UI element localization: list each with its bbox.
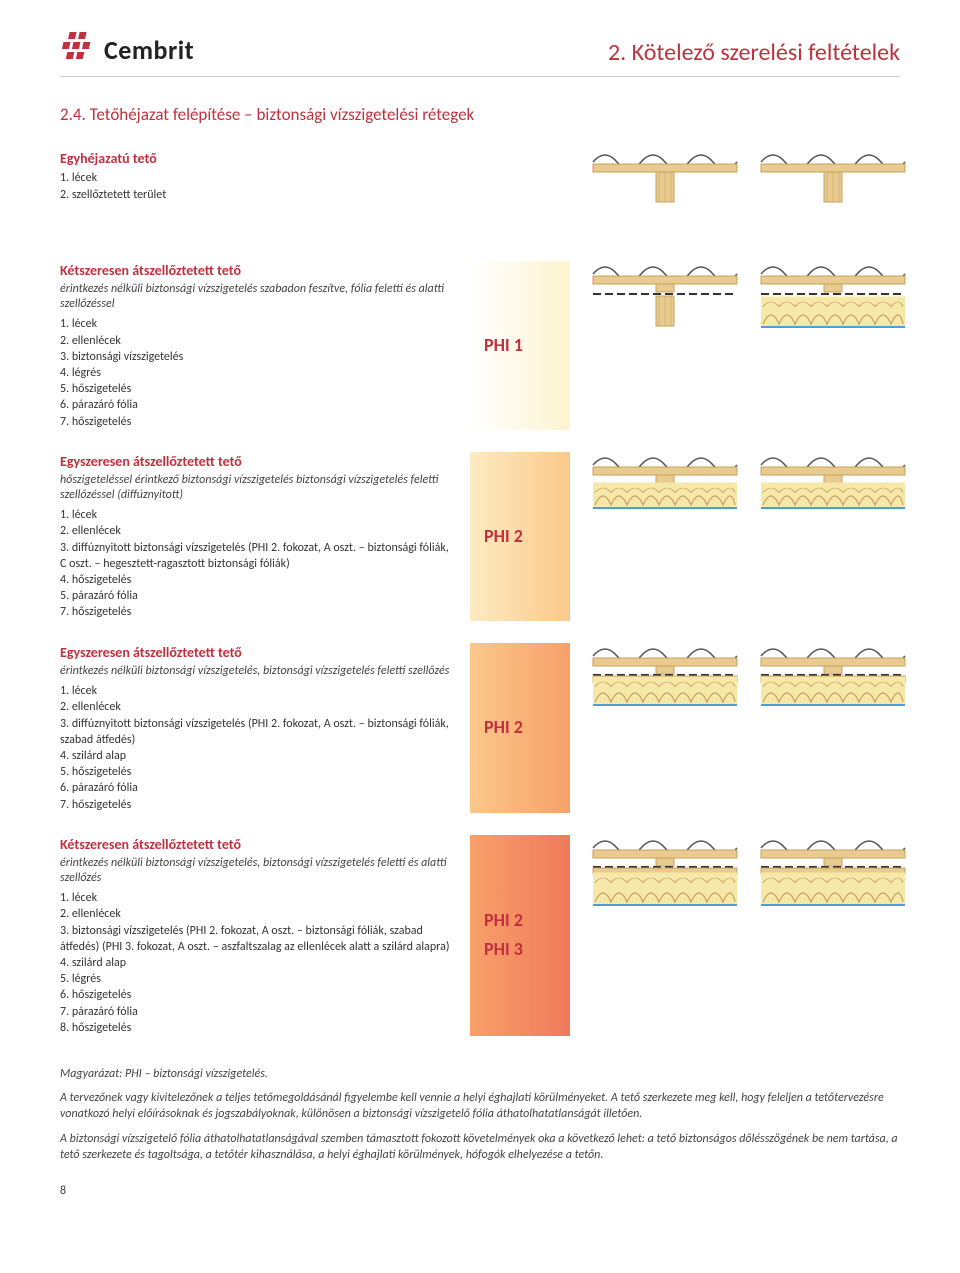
page-number: 8 bbox=[60, 1183, 900, 1200]
list-item: 1. lécek bbox=[60, 890, 450, 906]
roof-diagram-icon bbox=[758, 835, 908, 925]
block-intro: érintkezés nélküli biztonsági vízszigete… bbox=[60, 282, 450, 312]
list-item: 4. szilárd alap bbox=[60, 748, 450, 764]
list-item: 5. párazáró fólia bbox=[60, 588, 450, 604]
roof-diagram-icon bbox=[590, 452, 740, 542]
footnote-line: Magyarázat: PHI – biztonsági vízszigetel… bbox=[60, 1066, 900, 1082]
block-heading: Kétszeresen átszellőztetett tető bbox=[60, 835, 450, 855]
diagram-column bbox=[590, 643, 908, 813]
list-item: 4. szilárd alap bbox=[60, 955, 450, 971]
footnotes: Magyarázat: PHI – biztonsági vízszigetel… bbox=[60, 1066, 900, 1163]
phi-label: PHI 2 bbox=[484, 524, 556, 549]
list-item: 1. lécek bbox=[60, 316, 450, 332]
list-item: 3. diffúznyitott biztonsági vízszigetelé… bbox=[60, 540, 450, 572]
diagram-column bbox=[590, 452, 908, 621]
roof-diagram-icon bbox=[758, 643, 908, 733]
phi-column: PHI 2 bbox=[470, 643, 570, 813]
roof-diagram-icon bbox=[590, 149, 740, 239]
list-item: 1. lécek bbox=[60, 170, 450, 186]
block-heading: Kétszeresen átszellőztetett tető bbox=[60, 261, 450, 281]
roof-block-b5: Kétszeresen átszellőztetett tetőérintkez… bbox=[60, 835, 900, 1036]
page-title: 2. Kötelező szerelési feltételek bbox=[608, 36, 900, 70]
list-item: 5. légrés bbox=[60, 971, 450, 987]
list-item: 8. hőszigetelés bbox=[60, 1020, 450, 1036]
footnote-line: A biztonsági vízszigetelő fólia áthatolh… bbox=[60, 1131, 900, 1163]
diagram-column bbox=[590, 149, 908, 239]
list-item: 7. hőszigetelés bbox=[60, 414, 450, 430]
list-item: 7. hőszigetelés bbox=[60, 797, 450, 813]
block-heading: Egyszeresen átszellőztetett tető bbox=[60, 643, 450, 663]
roof-diagram-icon bbox=[590, 643, 740, 733]
list-item: 3. diffúznyitott biztonsági vízszigetelé… bbox=[60, 716, 450, 748]
roof-diagram-icon bbox=[758, 261, 908, 351]
list-item: 2. ellenlécek bbox=[60, 333, 450, 349]
list-item: 1. lécek bbox=[60, 683, 450, 699]
block-heading: Egyhéjazatú tető bbox=[60, 149, 450, 169]
list-item: 6. párazáró fólia bbox=[60, 397, 450, 413]
roof-block-b1: Egyhéjazatú tető1. lécek2. szellőztetett… bbox=[60, 149, 900, 239]
phi-label: PHI 2 bbox=[484, 715, 556, 740]
list-item: 3. biztonsági vízszigetelés bbox=[60, 349, 450, 365]
phi-column: PHI 1 bbox=[470, 261, 570, 430]
block-intro: érintkezés nélküli biztonsági vízszigete… bbox=[60, 856, 450, 886]
phi-column bbox=[470, 149, 570, 239]
list-item: 7. párazáró fólia bbox=[60, 1004, 450, 1020]
roof-diagram-icon bbox=[758, 452, 908, 542]
block-list: 1. lécek2. ellenlécek3. biztonsági vízsz… bbox=[60, 316, 450, 429]
list-item: 2. ellenlécek bbox=[60, 699, 450, 715]
list-item: 4. hőszigetelés bbox=[60, 572, 450, 588]
roof-block-b2: Kétszeresen átszellőztetett tetőérintkez… bbox=[60, 261, 900, 430]
list-item: 7. hőszigetelés bbox=[60, 604, 450, 620]
logo-text: Cembrit bbox=[104, 32, 194, 68]
roof-diagram-icon bbox=[590, 261, 740, 351]
diagram-column bbox=[590, 261, 908, 430]
block-list: 1. lécek2. ellenlécek3. diffúznyitott bi… bbox=[60, 507, 450, 620]
page-header: Cembrit 2. Kötelező szerelési feltételek bbox=[60, 30, 900, 77]
block-intro: hőszigeteléssel érintkező biztonsági víz… bbox=[60, 473, 450, 503]
phi-label: PHI 2 bbox=[484, 908, 556, 933]
block-intro: érintkezés nélküli biztonsági vízszigete… bbox=[60, 664, 450, 679]
logo-icon bbox=[60, 30, 94, 70]
list-item: 4. légrés bbox=[60, 365, 450, 381]
phi-label: PHI 3 bbox=[484, 937, 556, 962]
list-item: 5. hőszigetelés bbox=[60, 764, 450, 780]
block-list: 1. lécek2. ellenlécek3. diffúznyitott bi… bbox=[60, 683, 450, 813]
list-item: 6. párazáró fólia bbox=[60, 780, 450, 796]
block-list: 1. lécek2. szellőztetett terület bbox=[60, 170, 450, 202]
list-item: 1. lécek bbox=[60, 507, 450, 523]
block-heading: Egyszeresen átszellőztetett tető bbox=[60, 452, 450, 472]
list-item: 2. ellenlécek bbox=[60, 906, 450, 922]
footnote-line: A tervezőnek vagy kivitelezőnek a teljes… bbox=[60, 1090, 900, 1122]
roof-diagram-icon bbox=[758, 149, 908, 239]
section-title: 2.4. Tetőhéjazat felépítése – biztonsági… bbox=[60, 103, 900, 127]
phi-column: PHI 2 bbox=[470, 452, 570, 621]
roof-block-b4: Egyszeresen átszellőztetett tetőérintkez… bbox=[60, 643, 900, 813]
logo: Cembrit bbox=[60, 30, 194, 70]
list-item: 6. hőszigetelés bbox=[60, 987, 450, 1003]
list-item: 2. szellőztetett terület bbox=[60, 187, 450, 203]
diagram-column bbox=[590, 835, 908, 1036]
phi-column: PHI 2 PHI 3 bbox=[470, 835, 570, 1036]
roof-diagram-icon bbox=[590, 835, 740, 925]
phi-label: PHI 1 bbox=[484, 333, 556, 358]
block-list: 1. lécek2. ellenlécek3. biztonsági vízsz… bbox=[60, 890, 450, 1036]
roof-block-b3: Egyszeresen átszellőztetett tetőhősziget… bbox=[60, 452, 900, 621]
list-item: 2. ellenlécek bbox=[60, 523, 450, 539]
list-item: 3. biztonsági vízszigetelés (PHI 2. foko… bbox=[60, 923, 450, 955]
list-item: 5. hőszigetelés bbox=[60, 381, 450, 397]
